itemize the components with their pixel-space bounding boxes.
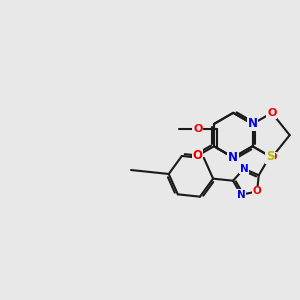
Text: O: O [267,152,277,162]
Text: O: O [253,186,261,197]
Text: N: N [228,151,238,164]
Text: N: N [237,190,245,200]
Text: N: N [248,118,257,130]
Text: N: N [239,164,248,174]
Text: O: O [267,108,277,118]
Text: S: S [266,150,274,163]
Text: O: O [193,149,202,162]
Text: O: O [193,124,203,134]
